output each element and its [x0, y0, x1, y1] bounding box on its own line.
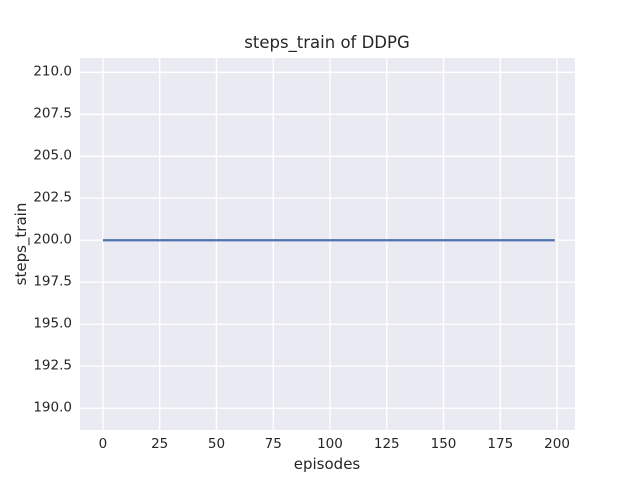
y-tick-label: 210.0: [33, 63, 72, 80]
x-tick-label: 200: [544, 436, 570, 452]
chart-canvas: [80, 58, 575, 430]
y-tick-label: 202.5: [33, 189, 72, 206]
x-axis-label: episodes: [293, 455, 361, 473]
y-tick-label: 200.0: [33, 231, 72, 248]
x-tick-label: 75: [264, 436, 282, 452]
x-tick-label: 125: [373, 436, 400, 452]
x-tick-label: 150: [430, 436, 457, 452]
y-tick-label: 197.5: [33, 273, 72, 290]
chart-title: steps_train of DDPG: [244, 33, 410, 52]
x-tick-label: 175: [487, 436, 514, 452]
x-tick-label: 25: [151, 436, 169, 452]
y-tick-label: 192.5: [33, 357, 72, 374]
y-tick-label: 190.0: [33, 399, 72, 416]
x-tick-label: 50: [207, 436, 226, 452]
y-tick-label: 195.0: [33, 315, 72, 332]
x-tick-label: 0: [98, 436, 108, 452]
y-axis-label: steps_train: [12, 202, 30, 286]
y-tick-label: 207.5: [33, 105, 72, 122]
y-tick-label: 205.0: [33, 147, 72, 164]
x-tick-label: 100: [317, 436, 343, 452]
plot-area: [80, 58, 575, 430]
